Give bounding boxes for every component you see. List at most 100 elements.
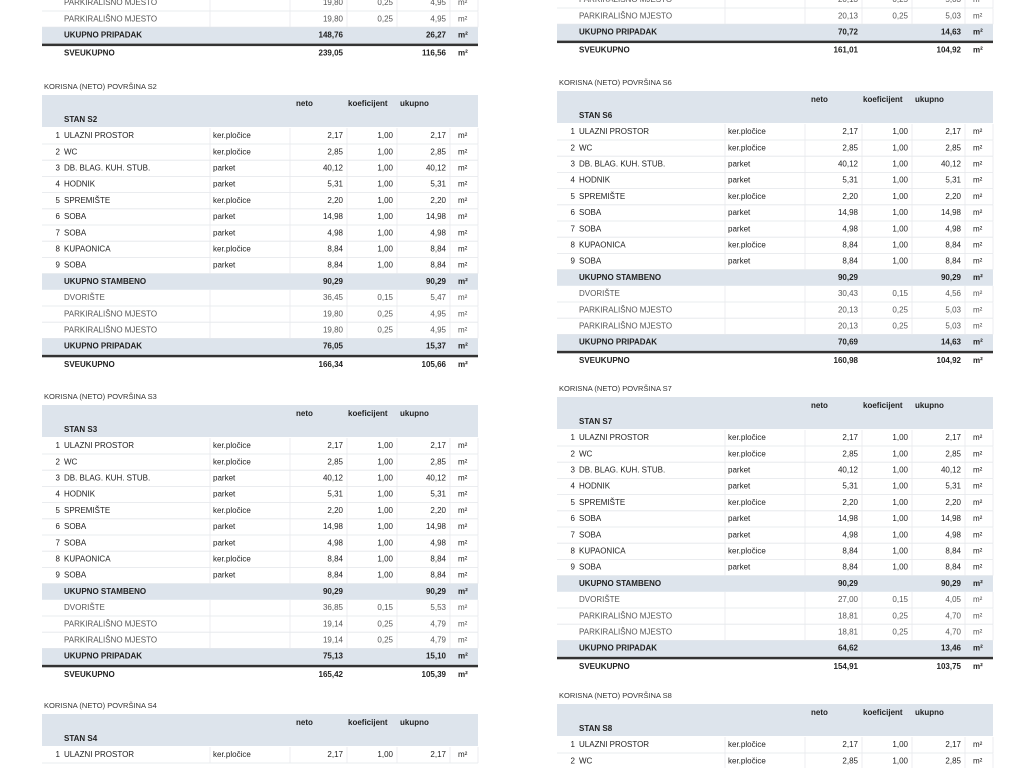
cell: 2,85 <box>945 143 961 152</box>
cell: 5,31 <box>842 176 858 185</box>
cell: m² <box>973 530 983 539</box>
section-title: KORISNA (NETO) POVRŠINA S6 <box>559 78 672 87</box>
cell: 8 <box>56 555 61 564</box>
cell: ULAZNI PROSTOR <box>579 433 649 442</box>
column-header: neto <box>296 409 313 418</box>
cell: m² <box>458 309 468 318</box>
cell: ULAZNI PROSTOR <box>579 740 649 749</box>
cell: m² <box>458 670 468 679</box>
cell: 1,00 <box>377 164 393 173</box>
cell: m² <box>973 28 983 37</box>
cell: 36,85 <box>323 603 344 612</box>
cell: 1 <box>56 750 61 759</box>
cell: 1 <box>56 441 61 450</box>
cell: DVORIŠTE <box>579 595 620 604</box>
cell: 1,00 <box>892 192 908 201</box>
cell: WC <box>64 147 78 156</box>
cell: m² <box>973 644 983 653</box>
unit-name: STAN S6 <box>579 111 613 120</box>
cell: 1,00 <box>892 257 908 266</box>
cell: 19,80 <box>323 0 344 7</box>
cell: SOBA <box>64 261 87 270</box>
cell: 6 <box>571 208 576 217</box>
cell: 2,17 <box>842 433 858 442</box>
cell: 1,00 <box>377 180 393 189</box>
cell: 3 <box>56 474 61 483</box>
cell: 116,56 <box>422 49 447 58</box>
cell: 7 <box>56 228 61 237</box>
cell: m² <box>458 342 468 351</box>
cell: 2,20 <box>430 196 446 205</box>
cell: ker.pločice <box>213 457 251 466</box>
cell: m² <box>458 360 468 369</box>
cell: m² <box>973 756 983 765</box>
cell: 0,25 <box>892 611 908 620</box>
cell: 1,00 <box>892 756 908 765</box>
cell: m² <box>973 433 983 442</box>
cell: 8,84 <box>842 257 858 266</box>
cell: ULAZNI PROSTOR <box>579 127 649 136</box>
cell: 5,31 <box>945 176 961 185</box>
unit-name: STAN S7 <box>579 417 613 426</box>
cell: SOBA <box>579 208 602 217</box>
cell: PARKIRALIŠNO MJESTO <box>64 619 157 628</box>
cell: 8,84 <box>945 257 961 266</box>
cell: m² <box>973 11 983 20</box>
cell: HODNIK <box>64 180 96 189</box>
cell: parket <box>728 208 751 217</box>
cell: m² <box>973 740 983 749</box>
cell: ker.pločice <box>213 131 251 140</box>
column-header: neto <box>811 95 828 104</box>
cell: 0,25 <box>892 11 908 20</box>
cell: 0,15 <box>377 293 393 302</box>
cell: parket <box>728 563 751 572</box>
cell: 5,03 <box>945 305 961 314</box>
cell: 8,84 <box>327 245 343 254</box>
cell: m² <box>458 49 468 58</box>
cell: 5,31 <box>945 482 961 491</box>
cell: 103,75 <box>937 662 962 671</box>
cell: m² <box>973 322 983 331</box>
cell: 4,98 <box>842 224 858 233</box>
cell: 19,80 <box>323 309 344 318</box>
cell: 1,00 <box>377 245 393 254</box>
cell: 90,29 <box>941 579 962 588</box>
cell: 40,12 <box>838 466 859 475</box>
cell: SVEUKUPNO <box>64 49 115 58</box>
cell: 2 <box>571 756 576 765</box>
cell: parket <box>213 180 236 189</box>
cell: 2,20 <box>945 498 961 507</box>
cell: m² <box>458 636 468 645</box>
cell: m² <box>458 261 468 270</box>
cell: 5,03 <box>945 0 961 4</box>
cell: 18,81 <box>838 628 859 637</box>
cell: 1 <box>571 127 576 136</box>
cell: 90,29 <box>941 273 962 282</box>
cell: UKUPNO STAMBENO <box>64 277 146 286</box>
cell: parket <box>213 490 236 499</box>
cell: 1,00 <box>377 261 393 270</box>
cell: 1,00 <box>377 212 393 221</box>
cell: 1,00 <box>377 506 393 515</box>
cell: 5,31 <box>842 482 858 491</box>
cell: 0,25 <box>892 322 908 331</box>
cell: ker.pločice <box>213 147 251 156</box>
total-rule <box>42 43 478 47</box>
cell: parket <box>213 474 236 483</box>
column-header: ukupno <box>400 409 429 418</box>
column-header: neto <box>296 99 313 108</box>
cell: m² <box>973 466 983 475</box>
cell: 1,00 <box>377 538 393 547</box>
cell: m² <box>458 490 468 499</box>
cell: m² <box>973 305 983 314</box>
cell: m² <box>458 228 468 237</box>
cell: 2,85 <box>842 756 858 765</box>
cell: 1,00 <box>377 457 393 466</box>
cell: m² <box>973 143 983 152</box>
cell: 8,84 <box>945 547 961 556</box>
cell: DVORIŠTE <box>64 603 105 612</box>
cell: 1,00 <box>892 160 908 169</box>
cell: m² <box>973 160 983 169</box>
cell: 9 <box>56 261 61 270</box>
column-header: koeficijent <box>863 401 903 410</box>
